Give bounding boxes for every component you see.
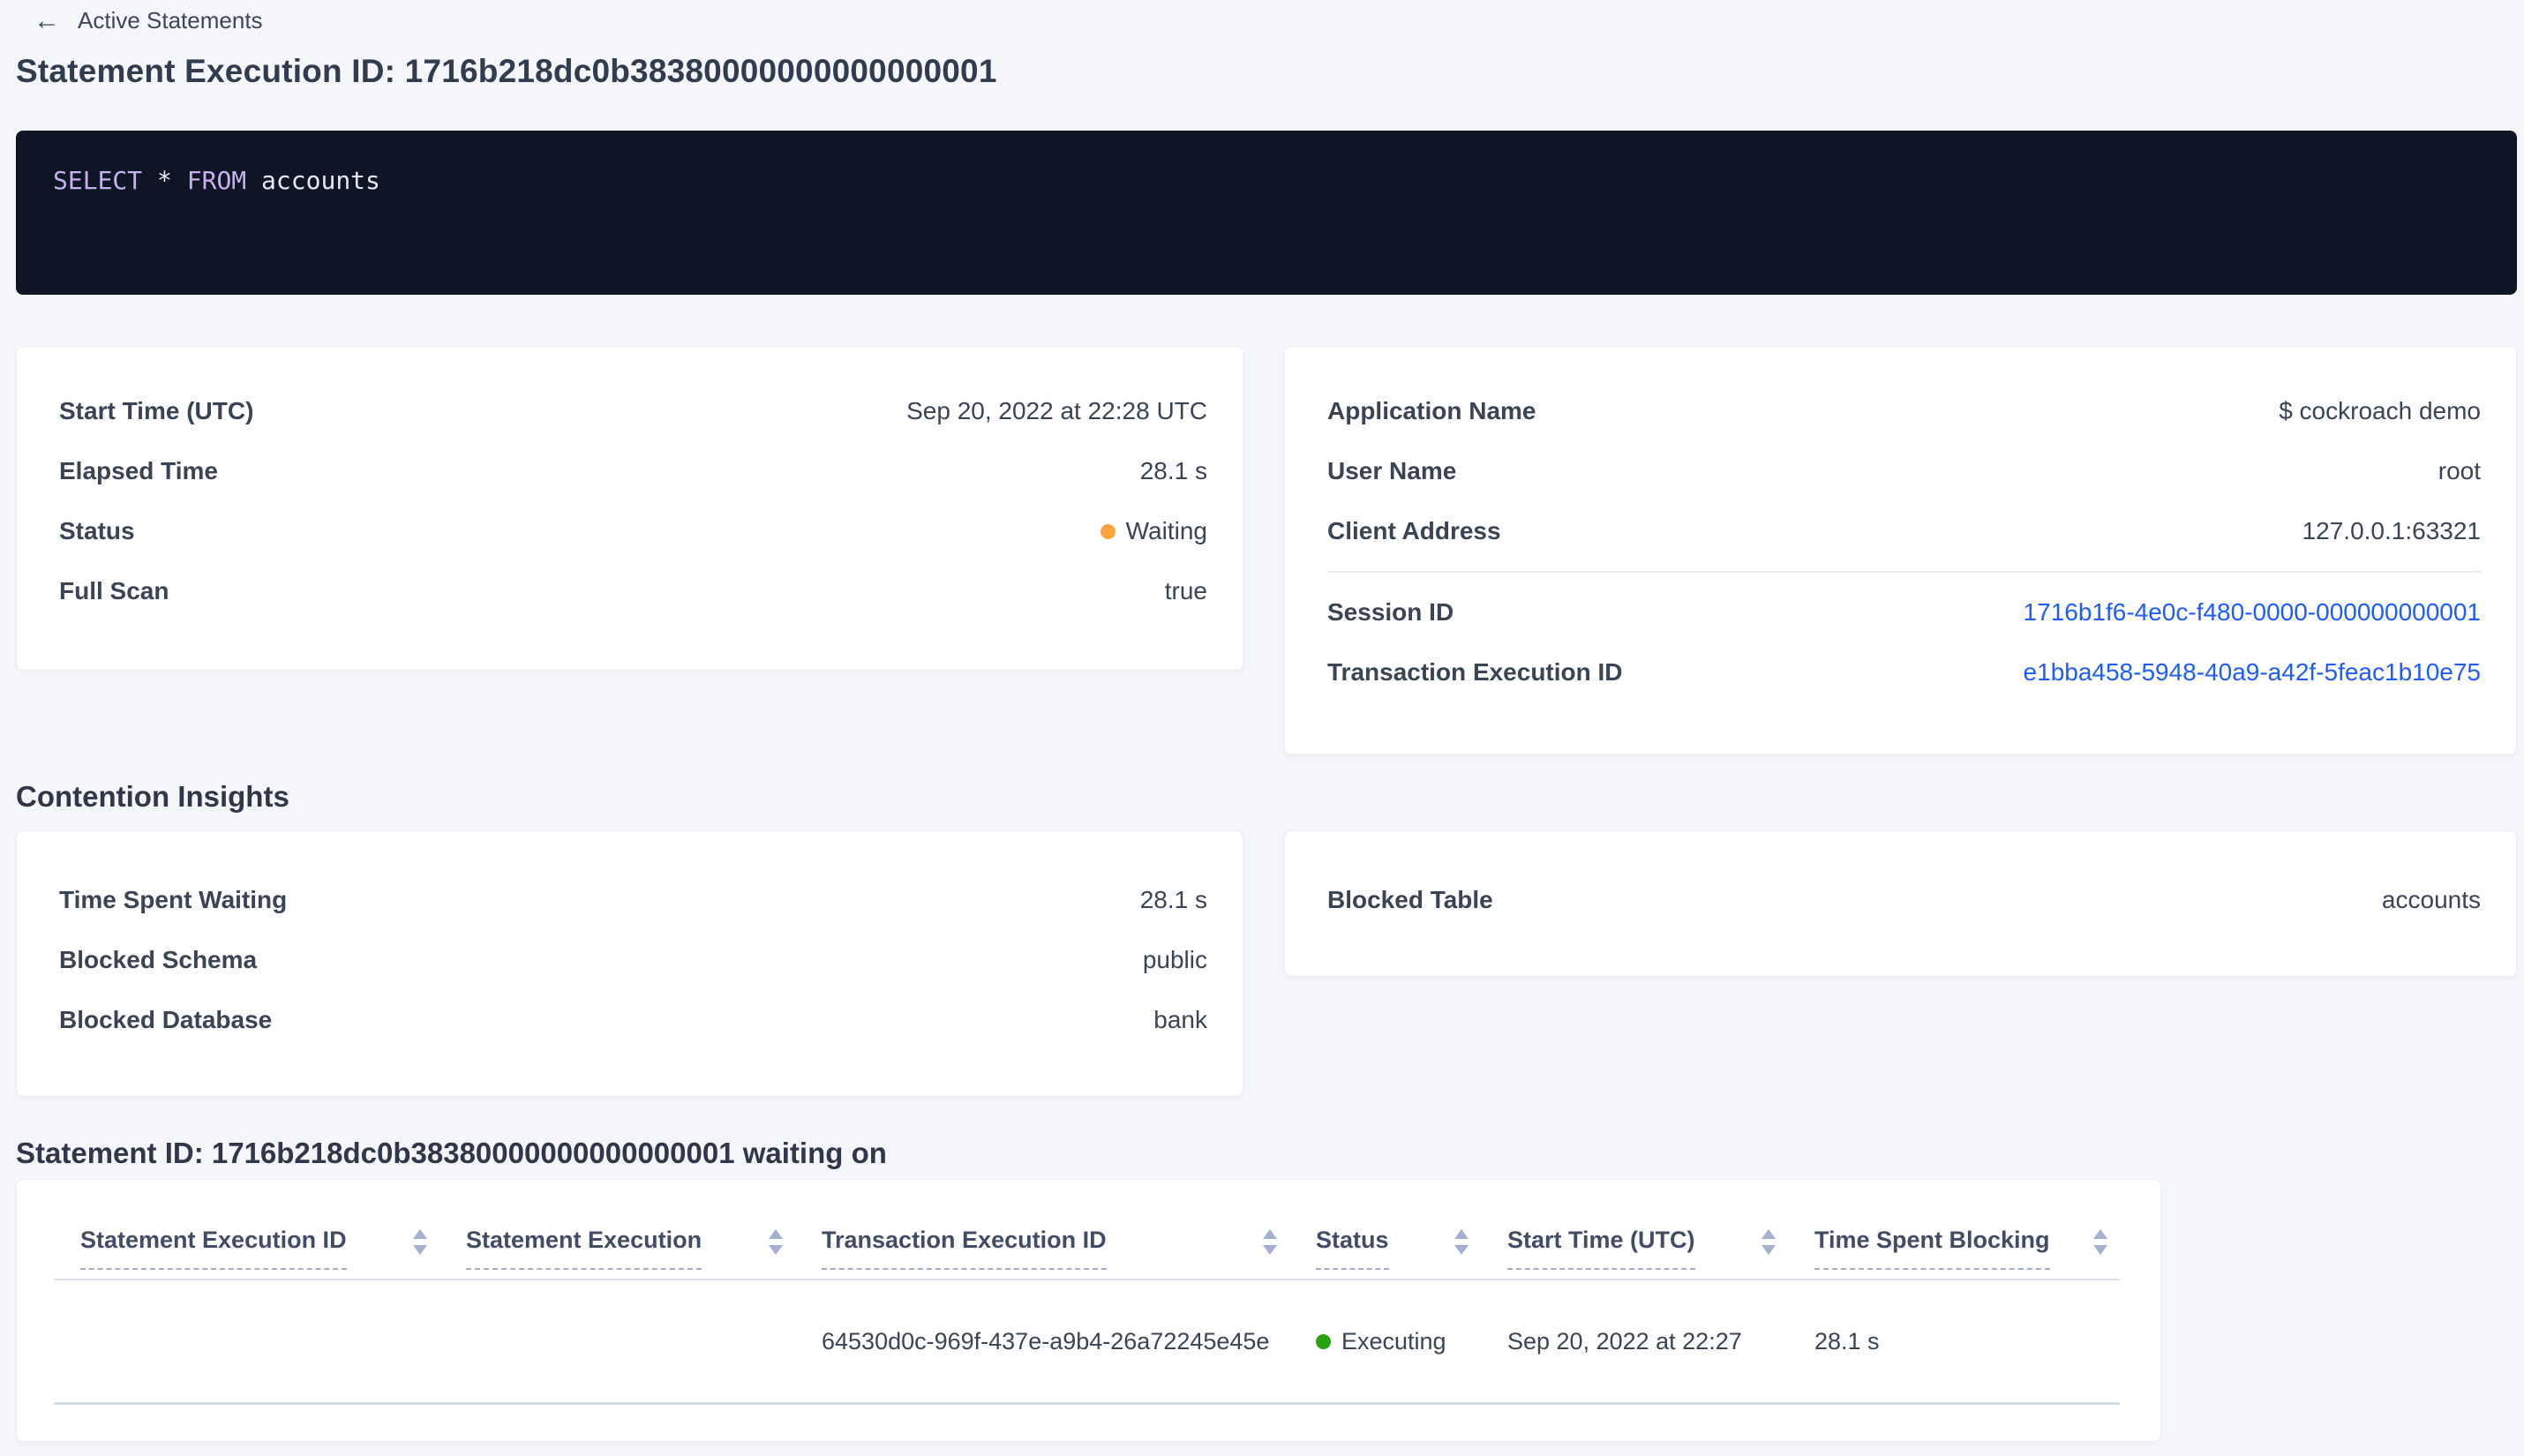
- statement-overview-card: Start Time (UTC) Sep 20, 2022 at 22:28 U…: [16, 346, 1243, 671]
- elapsed-time-label: Elapsed Time: [59, 457, 219, 484]
- back-link-label: Active Statements: [78, 7, 263, 34]
- session-card-divider: [1327, 571, 2481, 573]
- column-header-label: Transaction Execution ID: [822, 1226, 1107, 1270]
- sql-star: *: [142, 166, 187, 195]
- waiting-on-table-header: Statement Execution ID Statement Executi…: [54, 1180, 2120, 1280]
- sql-keyword-select: SELECT: [53, 166, 143, 195]
- blocked-schema-value: public: [1142, 946, 1207, 973]
- sql-keyword-from: FROM: [186, 166, 247, 195]
- time-spent-waiting-label: Time Spent Waiting: [59, 886, 288, 913]
- cell-status: Executing: [1289, 1328, 1481, 1355]
- waiting-on-table-card: Statement Execution ID Statement Executi…: [16, 1179, 2161, 1442]
- user-name-value: root: [2438, 457, 2481, 484]
- user-name-label: User Name: [1327, 457, 1457, 484]
- application-name-value: $ cockroach demo: [2279, 397, 2481, 424]
- application-name-label: Application Name: [1327, 397, 1536, 424]
- full-scan-label: Full Scan: [59, 577, 169, 604]
- column-header-label: Start Time (UTC): [1507, 1226, 1695, 1270]
- blocked-table-card: Blocked Table accounts: [1284, 830, 2517, 977]
- start-time-row: Start Time (UTC) Sep 20, 2022 at 22:28 U…: [59, 381, 1207, 441]
- session-id-row: Session ID 1716b1f6-4e0c-f480-0000-00000…: [1327, 582, 2481, 642]
- application-name-row: Application Name $ cockroach demo: [1327, 381, 2481, 441]
- sql-query-box: SELECT * FROM accounts: [16, 131, 2517, 295]
- elapsed-time-value: 28.1 s: [1139, 457, 1207, 484]
- page-title: Statement Execution ID: 1716b218dc0b3838…: [16, 53, 997, 89]
- sort-arrows-icon: [1454, 1229, 1469, 1255]
- blocked-database-row: Blocked Database bank: [59, 990, 1207, 1050]
- session-id-label: Session ID: [1327, 598, 1454, 626]
- column-header-statement-execution-id[interactable]: Statement Execution ID: [54, 1226, 439, 1270]
- back-link-active-statements[interactable]: ← Active Statements: [34, 7, 263, 34]
- status-executing-dot-icon: [1316, 1333, 1331, 1349]
- start-time-value: Sep 20, 2022 at 22:28 UTC: [906, 397, 1207, 424]
- sort-arrows-icon: [413, 1229, 427, 1255]
- waiting-on-table: Statement Execution ID Statement Executi…: [54, 1180, 2120, 1405]
- column-header-statement-execution[interactable]: Statement Execution: [439, 1226, 795, 1270]
- status-waiting-text: Waiting: [1125, 517, 1207, 544]
- column-header-label: Time Spent Blocking: [1814, 1226, 2050, 1270]
- client-address-value: 127.0.0.1:63321: [2302, 517, 2481, 544]
- sql-table-name: accounts: [246, 166, 380, 195]
- transaction-execution-id-label: Transaction Execution ID: [1327, 658, 1623, 686]
- blocked-database-label: Blocked Database: [59, 1006, 273, 1033]
- time-spent-waiting-value: 28.1 s: [1139, 886, 1207, 913]
- time-spent-waiting-row: Time Spent Waiting 28.1 s: [59, 870, 1207, 930]
- full-scan-row: Full Scan true: [59, 561, 1207, 621]
- column-header-label: Statement Execution ID: [80, 1226, 347, 1270]
- session-details-card: Application Name $ cockroach demo User N…: [1284, 346, 2517, 754]
- contention-insights-heading: Contention Insights: [16, 780, 289, 813]
- sort-arrows-icon: [1263, 1229, 1277, 1255]
- status-value: Waiting: [1100, 517, 1207, 545]
- column-header-start-time[interactable]: Start Time (UTC): [1481, 1226, 1788, 1270]
- blocked-schema-row: Blocked Schema public: [59, 930, 1207, 990]
- waiting-on-heading: Statement ID: 1716b218dc0b38380000000000…: [16, 1137, 887, 1169]
- status-waiting-dot-icon: [1100, 523, 1116, 539]
- column-header-status[interactable]: Status: [1289, 1226, 1481, 1270]
- cell-time-spent-blocking: 28.1 s: [1814, 1327, 1880, 1355]
- session-id-link[interactable]: 1716b1f6-4e0c-f480-0000-000000000001: [2023, 598, 2481, 626]
- sort-arrows-icon: [1762, 1229, 1776, 1255]
- column-header-time-spent-blocking[interactable]: Time Spent Blocking: [1788, 1226, 2120, 1270]
- elapsed-time-row: Elapsed Time 28.1 s: [59, 441, 1207, 501]
- column-header-label: Statement Execution: [466, 1226, 702, 1270]
- blocked-table-value: accounts: [2381, 886, 2481, 913]
- column-header-label: Status: [1316, 1226, 1389, 1270]
- blocked-database-value: bank: [1153, 1006, 1207, 1033]
- contention-details-card: Time Spent Waiting 28.1 s Blocked Schema…: [16, 830, 1243, 1097]
- user-name-row: User Name root: [1327, 441, 2481, 501]
- status-row: Status Waiting: [59, 501, 1207, 561]
- full-scan-value: true: [1164, 577, 1207, 604]
- cell-start-time: Sep 20, 2022 at 22:27: [1507, 1327, 1742, 1355]
- blocked-table-label: Blocked Table: [1327, 886, 1493, 913]
- table-row: 64530d0c-969f-437e-a9b4-26a72245e45e Exe…: [54, 1280, 2120, 1405]
- column-header-transaction-execution-id[interactable]: Transaction Execution ID: [795, 1226, 1289, 1270]
- blocked-schema-label: Blocked Schema: [59, 946, 258, 973]
- client-address-row: Client Address 127.0.0.1:63321: [1327, 501, 2481, 561]
- cell-transaction-execution-id: 64530d0c-969f-437e-a9b4-26a72245e45e: [822, 1327, 1270, 1355]
- status-executing-text: Executing: [1341, 1327, 1446, 1355]
- sql-query-text: SELECT * FROM accounts: [53, 166, 2480, 195]
- status-label: Status: [59, 517, 135, 544]
- sort-arrows-icon: [769, 1229, 783, 1255]
- start-time-label: Start Time (UTC): [59, 397, 254, 424]
- sort-arrows-icon: [2093, 1229, 2107, 1255]
- client-address-label: Client Address: [1327, 517, 1501, 544]
- transaction-execution-id-row: Transaction Execution ID e1bba458-5948-4…: [1327, 642, 2481, 702]
- transaction-execution-id-link[interactable]: e1bba458-5948-40a9-a42f-5feac1b10e75: [2023, 658, 2481, 686]
- back-arrow-icon: ←: [34, 5, 60, 35]
- blocked-table-row: Blocked Table accounts: [1327, 870, 2481, 930]
